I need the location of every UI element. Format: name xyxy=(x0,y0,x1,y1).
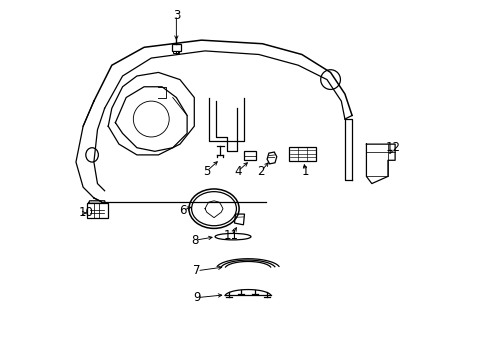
Bar xyxy=(173,50,179,53)
Text: 9: 9 xyxy=(193,291,201,304)
Bar xyxy=(86,203,107,218)
Text: 6: 6 xyxy=(179,204,186,217)
Text: 11: 11 xyxy=(224,229,239,242)
Bar xyxy=(289,147,316,161)
Text: 7: 7 xyxy=(193,264,201,277)
Text: 3: 3 xyxy=(172,9,180,22)
Text: 2: 2 xyxy=(257,165,264,177)
Text: 8: 8 xyxy=(191,234,198,247)
Bar xyxy=(172,44,180,51)
Text: 10: 10 xyxy=(78,207,93,220)
Text: 1: 1 xyxy=(301,165,308,177)
Text: 12: 12 xyxy=(385,141,400,154)
Text: 4: 4 xyxy=(234,165,241,177)
Text: 5: 5 xyxy=(203,165,210,177)
Bar xyxy=(244,151,255,160)
